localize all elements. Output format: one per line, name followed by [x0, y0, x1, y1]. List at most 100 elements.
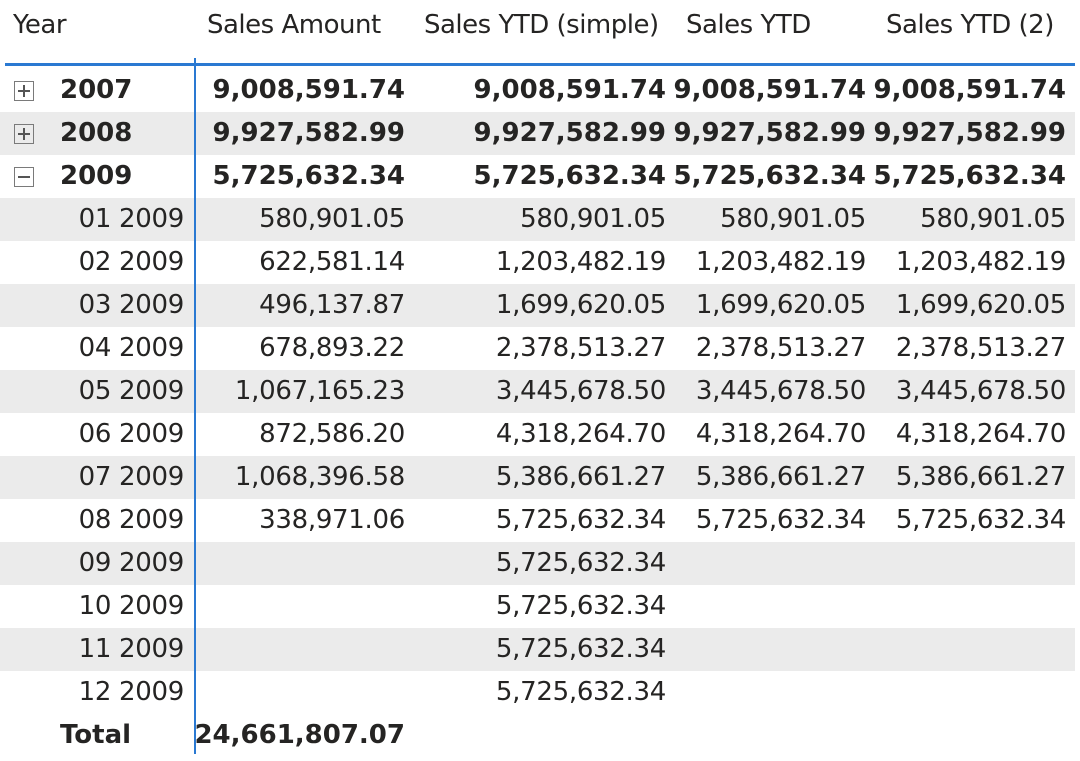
sales-ytd-simple-cell: 3,445,678.50 — [495, 376, 666, 406]
month-label: 01 2009 — [78, 204, 185, 234]
header-year[interactable]: Year — [13, 10, 67, 40]
month-row: 07 2009 1,068,396.58 5,386,661.27 5,386,661… — [0, 456, 1080, 499]
row-shade — [0, 112, 1075, 155]
month-label: 05 2009 — [78, 376, 185, 406]
month-row: 08 2009 338,971.06 5,725,632.34 5,725,632.3… — [0, 499, 1080, 542]
sales-ytd-simple-cell: 9,008,591.74 — [473, 75, 666, 105]
sales-ytd-cell: 5,386,661.27 — [695, 462, 866, 492]
expander-stroke — [23, 85, 25, 97]
expand-plus-icon[interactable] — [14, 124, 34, 144]
sales-amount-cell: 338,971.06 — [259, 505, 405, 535]
sales-ytd-2-cell: 2,378,513.27 — [895, 333, 1066, 363]
sales-ytd-simple-cell: 5,725,632.34 — [495, 505, 666, 535]
year-row: 2007 9,008,591.74 9,008,591.74 9,008,591.74… — [0, 69, 1080, 112]
sales-ytd-simple-cell: 1,699,620.05 — [495, 290, 666, 320]
sales-ytd-cell: 1,699,620.05 — [695, 290, 866, 320]
sales-ytd-simple-cell: 5,725,632.34 — [473, 161, 666, 191]
row-shade — [0, 370, 1075, 413]
sales-amount-cell: 622,581.14 — [259, 247, 405, 277]
sales-ytd-cell: 5,725,632.34 — [673, 161, 866, 191]
month-row: 03 2009 496,137.87 1,699,620.05 1,699,620.0… — [0, 284, 1080, 327]
row-shade — [0, 628, 1075, 671]
month-row: 01 2009 580,901.05 580,901.05 580,901.05 580… — [0, 198, 1080, 241]
sales-amount-cell: 24,661,807.07 — [194, 720, 405, 750]
sales-ytd-simple-cell: 5,386,661.27 — [495, 462, 666, 492]
year-label[interactable]: 2007 — [60, 75, 133, 105]
sales-ytd-cell: 4,318,264.70 — [695, 419, 866, 449]
month-row: 10 2009 5,725,632.34 — [0, 585, 1080, 628]
total-label: Total — [60, 720, 132, 750]
sales-ytd-cell: 3,445,678.50 — [695, 376, 866, 406]
month-row: 06 2009 872,586.20 4,318,264.70 4,318,264.7… — [0, 413, 1080, 456]
month-label: 12 2009 — [78, 677, 185, 707]
expand-plus-icon[interactable] — [14, 81, 34, 101]
header-sales-ytd-2[interactable]: Sales YTD (2) — [886, 10, 1054, 40]
sales-ytd-simple-cell: 9,927,582.99 — [473, 118, 666, 148]
sales-amount-cell: 9,927,582.99 — [212, 118, 405, 148]
month-row: 09 2009 5,725,632.34 — [0, 542, 1080, 585]
row-shade — [0, 542, 1075, 585]
month-label: 02 2009 — [78, 247, 185, 277]
month-row: 05 2009 1,067,165.23 3,445,678.50 3,445,678… — [0, 370, 1080, 413]
row-shade — [0, 284, 1075, 327]
sales-ytd-cell: 9,927,582.99 — [673, 118, 866, 148]
sales-amount-cell: 1,068,396.58 — [234, 462, 405, 492]
sales-ytd-2-cell: 5,725,632.34 — [895, 505, 1066, 535]
month-row: 04 2009 678,893.22 2,378,513.27 2,378,513.2… — [0, 327, 1080, 370]
header-divider-mark — [194, 58, 196, 66]
sales-ytd-2-cell: 3,445,678.50 — [895, 376, 1066, 406]
month-row: 11 2009 5,725,632.34 — [0, 628, 1080, 671]
sales-ytd-cell: 1,203,482.19 — [695, 247, 866, 277]
sales-ytd-2-cell: 580,901.05 — [920, 204, 1066, 234]
year-row: 2009 5,725,632.34 5,725,632.34 5,725,632.34… — [0, 155, 1080, 198]
month-label: 08 2009 — [78, 505, 185, 535]
month-label: 04 2009 — [78, 333, 185, 363]
sales-amount-cell: 5,725,632.34 — [212, 161, 405, 191]
year-row: 2008 9,927,582.99 9,927,582.99 9,927,582.99… — [0, 112, 1080, 155]
month-label: 09 2009 — [78, 548, 185, 578]
sales-ytd-simple-cell: 580,901.05 — [520, 204, 666, 234]
month-label: 07 2009 — [78, 462, 185, 492]
sales-ytd-2-cell: 4,318,264.70 — [895, 419, 1066, 449]
year-label[interactable]: 2009 — [60, 161, 133, 191]
sales-ytd-cell: 2,378,513.27 — [695, 333, 866, 363]
sales-ytd-simple-cell: 5,725,632.34 — [495, 591, 666, 621]
header-divider — [5, 63, 1075, 66]
month-label: 11 2009 — [78, 634, 185, 664]
header-sales-ytd[interactable]: Sales YTD — [686, 10, 811, 40]
column-header-row: Year Sales Amount Sales YTD (simple) Sal… — [0, 0, 1080, 64]
header-sales-amount[interactable]: Sales Amount — [207, 10, 381, 40]
sales-ytd-2-cell: 9,008,591.74 — [873, 75, 1066, 105]
sales-amount-cell: 1,067,165.23 — [234, 376, 405, 406]
header-sales-ytd-simple[interactable]: Sales YTD (simple) — [424, 10, 659, 40]
sales-ytd-simple-cell: 2,378,513.27 — [495, 333, 666, 363]
expander-stroke — [18, 176, 30, 178]
month-label: 10 2009 — [78, 591, 185, 621]
sales-ytd-cell: 5,725,632.34 — [695, 505, 866, 535]
sales-ytd-cell: 9,008,591.74 — [673, 75, 866, 105]
sales-ytd-2-cell: 5,386,661.27 — [895, 462, 1066, 492]
sales-ytd-simple-cell: 4,318,264.70 — [495, 419, 666, 449]
row-shade — [0, 456, 1075, 499]
year-label[interactable]: 2008 — [60, 118, 133, 148]
sales-ytd-2-cell: 9,927,582.99 — [873, 118, 1066, 148]
month-label: 06 2009 — [78, 419, 185, 449]
row-header-divider — [194, 66, 196, 754]
sales-ytd-2-cell: 1,699,620.05 — [895, 290, 1066, 320]
sales-ytd-cell: 580,901.05 — [720, 204, 866, 234]
sales-amount-cell: 496,137.87 — [259, 290, 405, 320]
row-shade — [0, 198, 1075, 241]
month-label: 03 2009 — [78, 290, 185, 320]
month-row: 12 2009 5,725,632.34 — [0, 671, 1080, 714]
sales-ytd-2-cell: 5,725,632.34 — [873, 161, 1066, 191]
sales-ytd-simple-cell: 5,725,632.34 — [495, 634, 666, 664]
sales-ytd-2-cell: 1,203,482.19 — [895, 247, 1066, 277]
sales-ytd-simple-cell: 5,725,632.34 — [495, 677, 666, 707]
sales-amount-cell: 678,893.22 — [259, 333, 405, 363]
collapse-minus-icon[interactable] — [14, 167, 34, 187]
sales-amount-cell: 9,008,591.74 — [212, 75, 405, 105]
sales-ytd-simple-cell: 1,203,482.19 — [495, 247, 666, 277]
sales-ytd-simple-cell: 5,725,632.34 — [495, 548, 666, 578]
expander-stroke — [23, 128, 25, 140]
sales-amount-cell: 872,586.20 — [259, 419, 405, 449]
